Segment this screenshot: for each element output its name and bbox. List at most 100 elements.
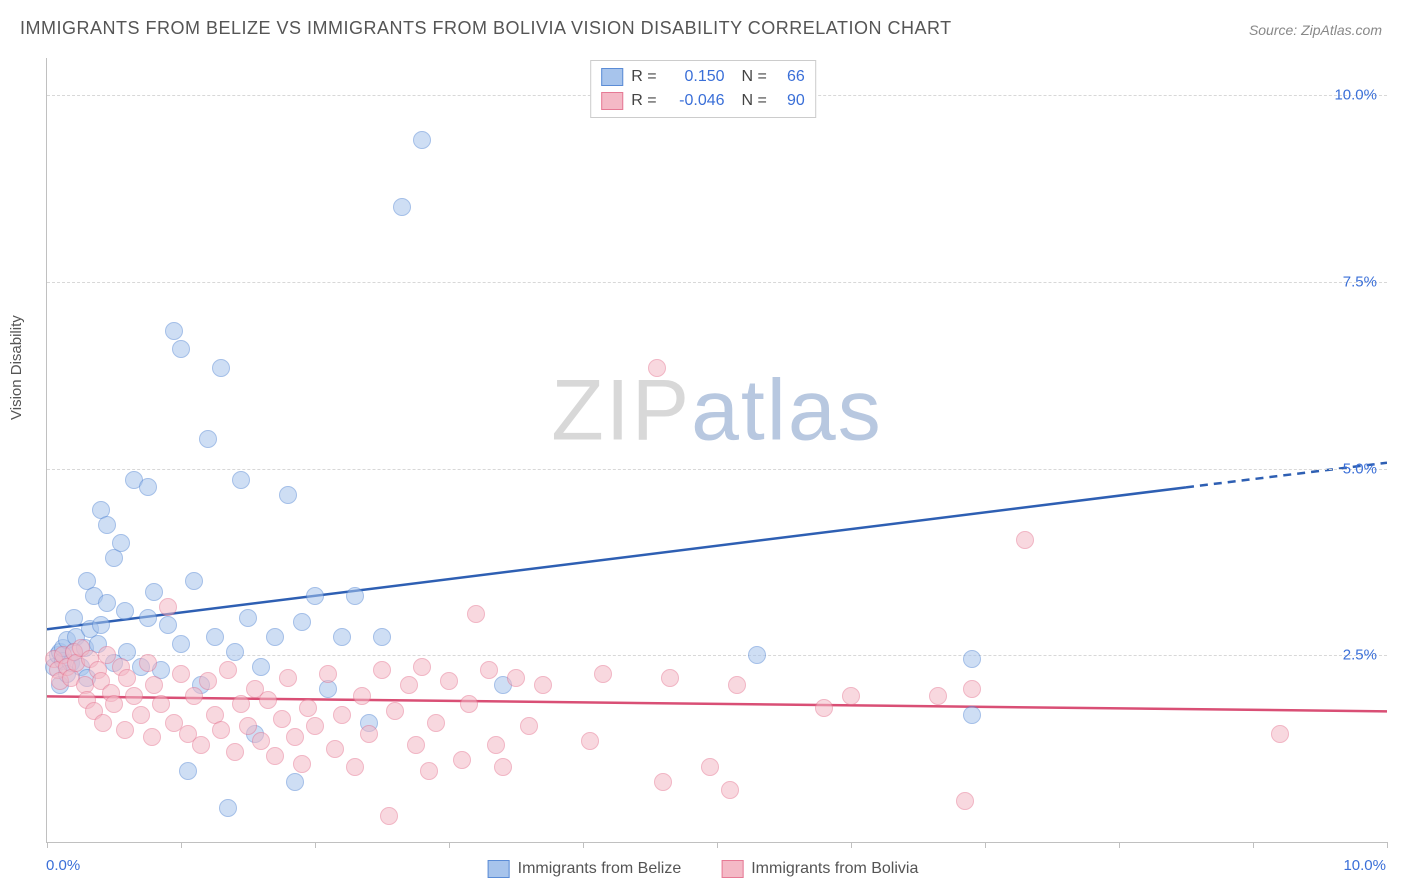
x-axis-min-label: 0.0% [46,857,80,874]
x-tick [181,842,182,848]
data-point [94,714,112,732]
data-point [353,687,371,705]
data-point [98,594,116,612]
data-point [346,758,364,776]
data-point [192,736,210,754]
y-tick-label: 2.5% [1343,647,1377,664]
data-point [333,628,351,646]
plot-area: ZIPatlas 2.5%5.0%7.5%10.0% [46,58,1387,843]
legend-swatch [601,92,623,110]
data-point [413,131,431,149]
data-point [440,672,458,690]
data-point [413,658,431,676]
data-point [963,650,981,668]
stats-row: R = -0.046 N = 90 [601,89,805,113]
data-point [145,676,163,694]
stats-legend: R =0.150 N =66R = -0.046 N = 90 [590,60,816,118]
data-point [407,736,425,754]
watermark: ZIPatlas [551,361,882,460]
x-tick [449,842,450,848]
data-point [172,340,190,358]
data-point [105,695,123,713]
data-point [534,676,552,694]
data-point [226,743,244,761]
stat-n-label: N = [733,65,767,89]
data-point [143,728,161,746]
data-point [815,699,833,717]
data-point [152,695,170,713]
data-point [239,609,257,627]
data-point [118,669,136,687]
data-point [701,758,719,776]
data-point [654,773,672,791]
data-point [467,605,485,623]
x-tick [717,842,718,848]
data-point [279,669,297,687]
data-point [116,721,134,739]
data-point [346,587,364,605]
data-point [360,725,378,743]
data-point [306,717,324,735]
data-point [252,658,270,676]
data-point [199,672,217,690]
data-point [956,792,974,810]
data-point [487,736,505,754]
data-point [139,609,157,627]
data-point [159,616,177,634]
stat-r-value: 0.150 [665,65,725,89]
data-point [373,661,391,679]
data-point [373,628,391,646]
data-point [65,609,83,627]
data-point [145,583,163,601]
x-axis-max-label: 10.0% [1343,857,1386,874]
data-point [748,646,766,664]
data-point [212,721,230,739]
y-axis-label: Vision Disability [8,315,25,420]
x-tick [851,842,852,848]
data-point [98,516,116,534]
data-point [159,598,177,616]
data-point [929,687,947,705]
data-point [721,781,739,799]
data-point [219,661,237,679]
stat-r-value: -0.046 [665,89,725,113]
data-point [1271,725,1289,743]
data-point [266,628,284,646]
data-point [293,755,311,773]
data-point [299,699,317,717]
stat-n-label: N = [733,89,767,113]
data-point [219,799,237,817]
data-point [661,669,679,687]
data-point [594,665,612,683]
data-point [963,706,981,724]
y-tick-label: 10.0% [1334,87,1377,104]
legend-label: Immigrants from Bolivia [751,860,918,878]
x-tick [1119,842,1120,848]
data-point [226,643,244,661]
stat-r-label: R = [631,89,656,113]
stats-row: R =0.150 N =66 [601,65,805,89]
series-legend: Immigrants from BelizeImmigrants from Bo… [488,860,919,878]
stat-n-value: 90 [775,89,805,113]
x-tick [583,842,584,848]
x-tick [1253,842,1254,848]
data-point [648,359,666,377]
data-point [165,322,183,340]
watermark-thin: atlas [691,362,883,458]
data-point [1016,531,1034,549]
data-point [132,706,150,724]
data-point [239,717,257,735]
data-point [112,534,130,552]
data-point [172,635,190,653]
data-point [286,728,304,746]
data-point [427,714,445,732]
chart-title: IMMIGRANTS FROM BELIZE VS IMMIGRANTS FRO… [20,18,952,39]
data-point [494,758,512,776]
legend-swatch [488,860,510,878]
x-tick [1387,842,1388,848]
legend-swatch [601,68,623,86]
data-point [279,486,297,504]
data-point [212,359,230,377]
data-point [319,665,337,683]
data-point [252,732,270,750]
